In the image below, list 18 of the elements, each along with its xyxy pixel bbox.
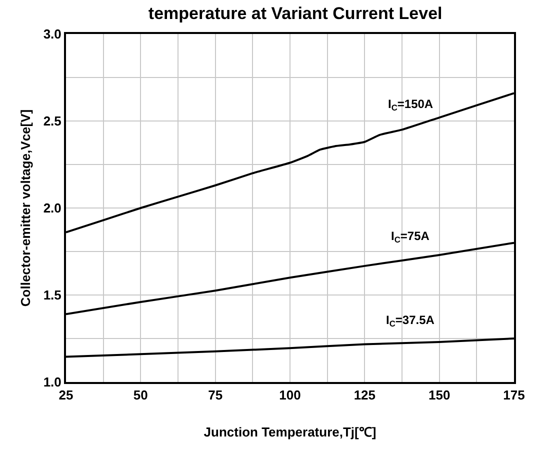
series-label: I$_{C}$=150A bbox=[388, 97, 434, 113]
x-tick-label: 100 bbox=[279, 388, 301, 403]
x-tick-label: 125 bbox=[354, 388, 376, 403]
x-tick-label: 75 bbox=[208, 388, 223, 403]
series-label: I$_{C}$=37.5A bbox=[386, 313, 435, 329]
x-tick-label: 50 bbox=[133, 388, 148, 403]
x-tick-label: 150 bbox=[428, 388, 450, 403]
x-tick-label: 25 bbox=[58, 388, 74, 403]
series-label: I$_{C}$=75A bbox=[391, 229, 430, 245]
y-tick-label: 2.5 bbox=[43, 114, 62, 129]
y-tick-label: 1.5 bbox=[43, 288, 62, 303]
chart-title: temperature at Variant Current Level bbox=[148, 4, 442, 23]
x-tick-label: 175 bbox=[503, 388, 525, 403]
y-axis-title: Collector-emitter voltage,Vce[V] bbox=[18, 109, 33, 307]
y-tick-label: 1.0 bbox=[43, 374, 62, 390]
y-tick-label: 2.0 bbox=[43, 200, 62, 216]
x-axis-title: Junction Temperature,Tj[℃] bbox=[204, 424, 376, 440]
y-tick-label: 3.0 bbox=[43, 26, 62, 42]
